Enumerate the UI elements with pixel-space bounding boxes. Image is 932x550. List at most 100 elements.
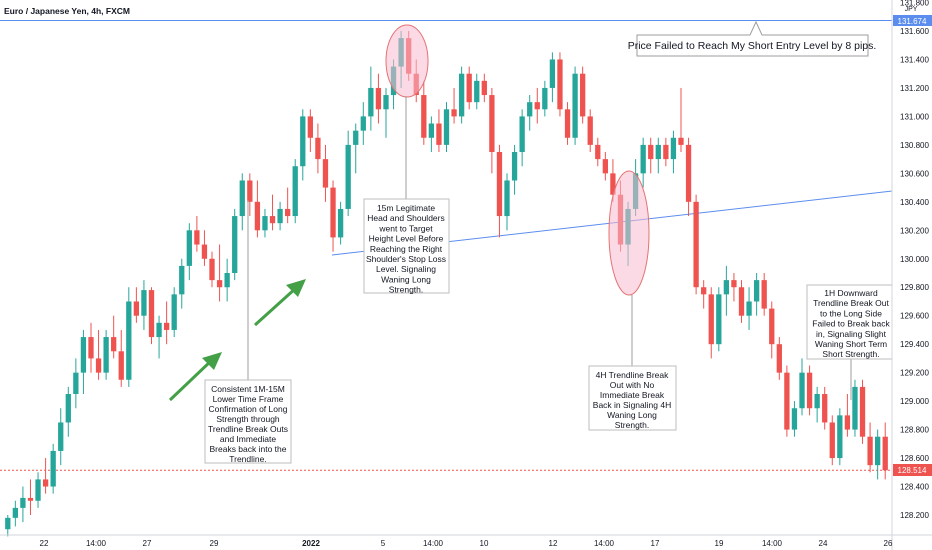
price-tick-label: 129.400	[900, 340, 929, 349]
callout-line: Back in Signaling 4H	[593, 400, 671, 410]
callout-line: Consistent 1M-15M	[211, 384, 285, 394]
callout-line: went to Target	[378, 223, 433, 233]
candle-body	[882, 436, 888, 471]
candle-body	[746, 301, 752, 316]
callout-line: Waning Long	[607, 410, 657, 420]
callout-line: Breaks back into the	[209, 444, 286, 454]
candle-body	[269, 216, 276, 224]
candle-body	[42, 479, 49, 487]
callout-line: Waning Long	[381, 274, 431, 284]
price-tick-label: 129.600	[900, 312, 929, 321]
candle-body	[171, 294, 177, 330]
candle-body	[829, 422, 835, 459]
candle-body	[50, 450, 56, 487]
price-tick-label: 131.200	[900, 84, 929, 93]
candle-body	[285, 208, 291, 217]
candle-body	[224, 273, 230, 288]
candle-body	[753, 280, 760, 302]
price-tick-label: 129.200	[900, 369, 929, 378]
candle-body	[655, 144, 661, 160]
candle-body	[564, 109, 571, 138]
candle-body	[277, 208, 283, 224]
date-tick-label: 2022	[302, 539, 320, 548]
candle-body	[784, 372, 790, 430]
candle-body	[186, 230, 192, 266]
candle-body	[156, 322, 162, 338]
price-tick-label: 129.800	[900, 283, 929, 292]
time-axis[interactable]: 22 14:00 27 29 2022 5 14:00 10 12 14:00 17 19 14:00 2…	[0, 534, 932, 548]
head-ellipse[interactable]	[385, 24, 429, 98]
candle-body	[111, 337, 117, 352]
candle-body	[148, 290, 155, 338]
callout-line: Trendline Break Outs	[208, 424, 288, 434]
candle-body	[292, 166, 298, 217]
candle-body	[451, 109, 457, 117]
candle-body	[103, 337, 109, 373]
candle-body	[375, 87, 382, 110]
trendline-break-ellipse[interactable]	[608, 170, 650, 296]
candle-body	[232, 216, 238, 273]
callout-line: Level. Signaling	[376, 264, 436, 274]
candle-body	[489, 95, 495, 152]
candle-body	[337, 208, 344, 238]
date-tick-label: 22	[40, 539, 49, 548]
callout-line: Head and Shoulders	[367, 213, 445, 223]
callout-line: Short Strength.	[822, 349, 879, 359]
callout-line: Immediate Break	[600, 390, 665, 400]
candle-body	[239, 180, 245, 217]
callout-line: 1H Downward	[824, 288, 878, 298]
candle-body	[194, 230, 200, 245]
candle-body	[648, 144, 654, 160]
candle-body	[458, 73, 465, 117]
candle-body	[791, 408, 798, 430]
price-tick-label: 130.800	[900, 141, 929, 150]
candle-body	[731, 280, 737, 288]
price-tick-label: 131.800	[900, 0, 929, 8]
candle-body	[300, 116, 306, 167]
callout-line: Strength.	[389, 285, 424, 295]
short-entry-callout[interactable]: Price Failed to Reach My Short Entry Lev…	[628, 20, 877, 57]
short-entry-text: Price Failed to Reach My Short Entry Lev…	[628, 40, 877, 52]
callout-line: Shoulder's Stop Loss	[366, 254, 446, 264]
candle-body	[360, 116, 366, 131]
price-tick-label: 130.200	[900, 226, 929, 235]
candle-body	[118, 351, 124, 380]
candle-body	[806, 372, 813, 409]
price-axis[interactable]: 131.800 131.600 131.400 131.200 131.000 130.8…	[891, 0, 932, 550]
price-tick-label: 129.000	[900, 397, 929, 406]
candle-body	[133, 301, 140, 316]
last-price-tag	[893, 464, 932, 476]
candle-body	[776, 344, 782, 373]
candle-body	[859, 386, 866, 437]
candle-body	[527, 102, 533, 117]
candle-body	[542, 87, 548, 110]
price-tick-label: 130.400	[900, 198, 929, 207]
candle-body	[65, 394, 71, 423]
candle-body	[511, 152, 518, 181]
candle-body	[557, 59, 563, 110]
up-arrow-icon[interactable]	[253, 279, 306, 327]
callout-line: Waning Short Term	[815, 339, 887, 349]
candle-body	[844, 415, 851, 430]
candle-body	[761, 280, 767, 309]
candle-body	[738, 287, 745, 316]
callout-line: Lower Time Frame	[213, 394, 284, 404]
candle-body	[443, 109, 450, 145]
candle-body	[58, 422, 64, 451]
candle-body	[428, 123, 435, 138]
last-price-text: 128.514	[898, 466, 927, 475]
date-tick-label: 14:00	[423, 539, 444, 548]
up-arrow-icon[interactable]	[168, 352, 222, 402]
candle-body	[80, 337, 87, 373]
candle-body	[141, 290, 147, 316]
date-tick-label: 29	[210, 539, 219, 548]
candle-body	[875, 436, 881, 466]
candle-body	[466, 73, 472, 103]
candle-body	[307, 116, 313, 138]
candle-body	[685, 144, 692, 202]
